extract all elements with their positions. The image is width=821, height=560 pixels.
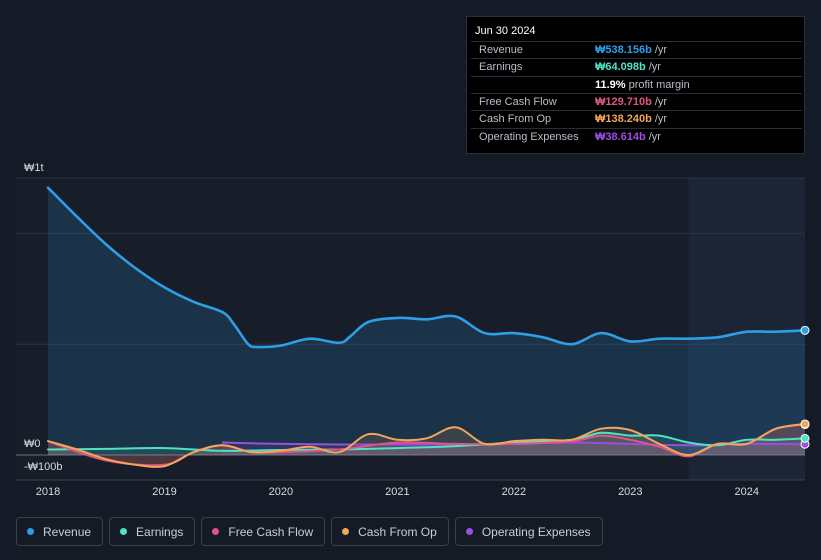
x-tick-label: 2024 [735, 486, 759, 498]
tooltip-row: 11.9% profit margin [471, 75, 802, 94]
tooltip-value: ₩138.240b/yr [595, 113, 668, 126]
tooltip-value: ₩129.710b/yr [595, 95, 668, 108]
highlight-region [688, 178, 805, 480]
tooltip-row: Operating Expenses ₩38.614b/yr [471, 127, 802, 146]
legend-item-cash-from-op[interactable]: Cash From Op [331, 517, 449, 546]
tooltip-row: Revenue ₩538.156b/yr [471, 41, 802, 59]
revenue-line [46, 186, 807, 349]
plot-background [16, 178, 805, 480]
y-label-top: ₩1t [24, 162, 44, 174]
x-tick-label: 2022 [502, 486, 526, 498]
y-label-bottom: -₩100b [24, 461, 63, 473]
x-axis-ticks: 2018 2019 2020 2021 2022 2023 2024 [36, 486, 759, 498]
y-label-zero: ₩0 [24, 438, 41, 450]
legend-item-free-cash-flow[interactable]: Free Cash Flow [201, 517, 326, 546]
tooltip-row: Earnings ₩64.098b/yr [471, 58, 802, 76]
tooltip-label: Earnings [479, 61, 523, 74]
gridlines [16, 177, 805, 481]
legend-dot-icon [212, 528, 220, 535]
earnings-end-marker [800, 433, 810, 443]
revenue-area [48, 187, 805, 455]
x-tick-label: 2021 [385, 486, 409, 498]
legend-item-operating-expenses[interactable]: Operating Expenses [454, 517, 603, 546]
tooltip-label: Cash From Op [479, 113, 552, 126]
x-tick-label: 2018 [36, 486, 60, 498]
tooltip-value: ₩538.156b/yr [595, 44, 668, 56]
tooltip-label: Operating Expenses [479, 130, 579, 143]
tooltip-value: ₩38.614b/yr [595, 130, 661, 143]
tooltip-label: Revenue [479, 44, 524, 56]
tooltip-value: 11.9% profit margin [595, 78, 690, 91]
x-tick-label: 2020 [269, 486, 293, 498]
legend-dot-icon [27, 528, 34, 535]
tooltip-date: Jun 30 2024 [475, 25, 536, 37]
tooltip-row: Free Cash Flow ₩129.710b/yr [471, 92, 802, 111]
legend-item-earnings[interactable]: Earnings [109, 517, 196, 546]
legend-label: Earnings [136, 524, 184, 539]
legend-label: Operating Expenses [481, 524, 591, 539]
tooltip-value: ₩64.098b/yr [595, 61, 661, 74]
legend-item-revenue[interactable]: Revenue [16, 517, 104, 546]
legend-label: Cash From Op [358, 524, 437, 539]
tooltip-row: Cash From Op ₩138.240b/yr [471, 110, 802, 128]
legend-dot-icon [120, 528, 128, 535]
revenue-end-marker [800, 325, 810, 335]
legend-dot-icon [342, 528, 350, 535]
earnings-line [47, 431, 806, 452]
legend-label: Free Cash Flow [228, 524, 314, 539]
series-lines [46, 186, 807, 468]
cash-from-op-line [47, 423, 806, 468]
legend: Revenue Earnings Free Cash Flow Cash From O… [16, 517, 603, 546]
tooltip: Jun 30 2024 Revenue ₩538.156b/yr Earnings ₩… [466, 16, 805, 154]
legend-label: Revenue [43, 524, 92, 539]
tooltip-label: Free Cash Flow [479, 95, 557, 108]
cash-from-op-end-marker [800, 419, 810, 429]
x-tick-label: 2023 [618, 486, 642, 498]
earnings-area [48, 432, 805, 455]
series-end-markers [800, 325, 810, 449]
x-tick-label: 2019 [152, 486, 176, 498]
legend-dot-icon [465, 528, 473, 535]
